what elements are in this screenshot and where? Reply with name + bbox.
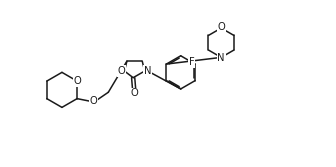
Text: N: N [144,66,152,76]
Text: N: N [217,53,225,63]
Text: O: O [117,66,125,76]
Text: O: O [73,76,81,86]
Text: F: F [189,57,195,67]
Text: O: O [89,96,97,106]
Text: O: O [130,88,138,98]
Text: O: O [217,22,225,32]
